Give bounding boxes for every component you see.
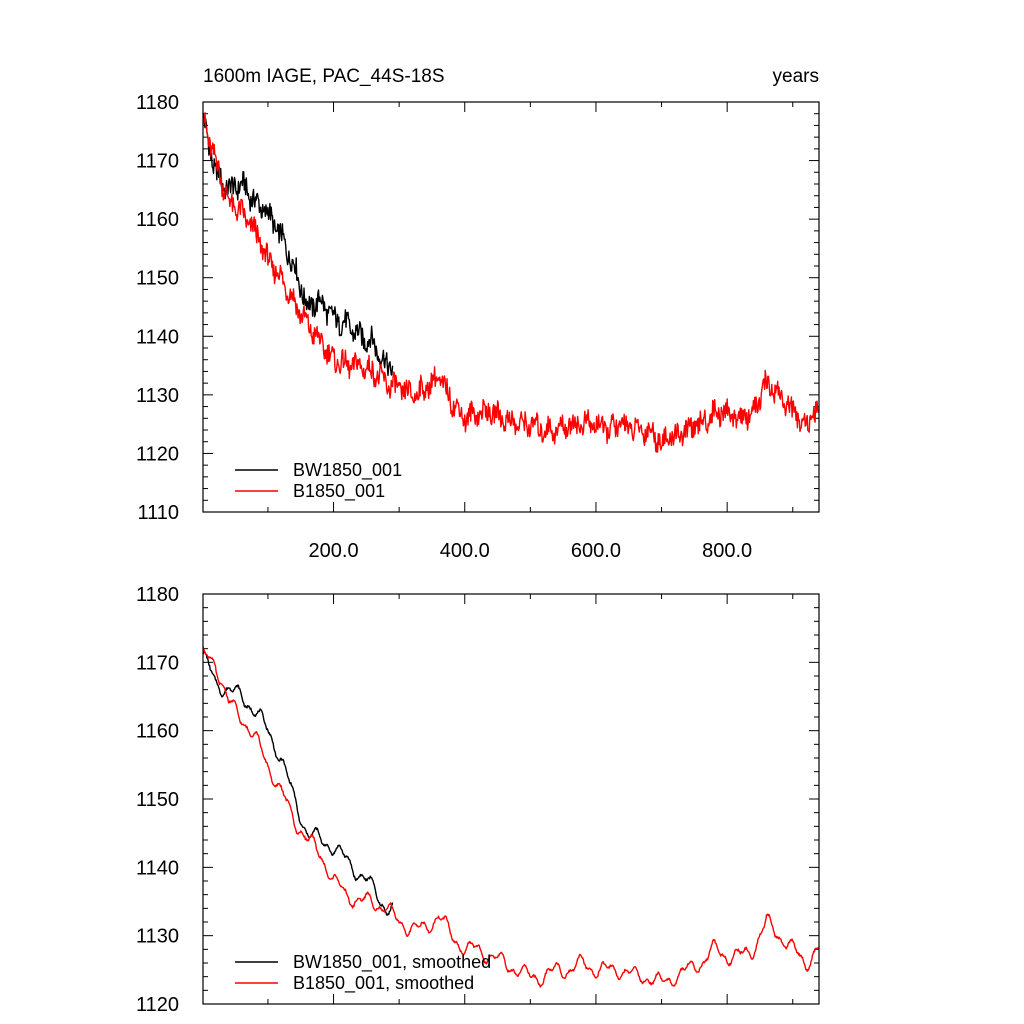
y-tick-label: 1160 [136,721,179,743]
y-tick-labels: 1120 1130 1140 1150 1160 1170 1180 [136,584,179,1016]
legend-label-bw1850: BW1850_001 [293,460,402,481]
series-lines [202,112,820,453]
y-tick-label: 1150 [136,268,179,290]
y-tick-label: 1120 [136,443,179,465]
series-line-b1850-001 [202,112,820,453]
legend: BW1850_001 B1850_001 [235,460,402,502]
series-line-bw1850-001-smoothed [202,651,394,916]
x-tick-label: 400.0 [440,540,490,562]
series-lines [202,646,820,988]
x-tick-label: 800.0 [702,540,752,562]
y-tick-label: 1130 [136,926,179,948]
series-line-bw1850-001 [202,112,394,377]
y-tick-label: 1160 [136,209,179,231]
y-tick-label: 1150 [136,789,179,811]
plot-frame [202,593,820,1005]
chart-title-right: years [773,66,819,87]
y-tick-labels: 1110 1120 1130 1140 1150 1160 1170 1180 [136,92,179,524]
x-tick-label: 600.0 [571,540,621,562]
tick-marks [203,101,819,513]
plot-frame [202,101,820,513]
top-panel: 1600m IAGE, PAC_44S-18S years 1110112011… [136,66,820,562]
legend: BW1850_001, smoothed B1850_001, smoothed [235,952,491,994]
series-line-b1850-001-smoothed [202,646,820,988]
y-tick-label: 1180 [136,584,179,606]
chart-title: 1600m IAGE, PAC_44S-18S [203,66,445,87]
bottom-panel: 1120 1130 1140 1150 1160 1170 1180 BW1850_001,… [136,584,820,1016]
legend-label-b1850-smoothed: B1850_001, smoothed [293,973,474,994]
x-tick-label: 200.0 [309,540,359,562]
y-tick-label: 1140 [136,326,179,348]
y-tick-label: 1170 [136,151,179,173]
legend-label-bw1850-smoothed: BW1850_001, smoothed [293,952,491,973]
legend-label-b1850: B1850_001 [293,481,385,502]
y-tick-label: 1140 [136,857,179,879]
y-tick-label: 1170 [136,652,179,674]
x-tick-labels: 200.0 400.0 600.0 800.0 [309,540,753,562]
y-tick-label: 1180 [136,92,179,114]
y-tick-label: 1110 [137,502,179,524]
y-tick-label: 1120 [136,994,179,1016]
y-tick-label: 1130 [136,385,179,407]
